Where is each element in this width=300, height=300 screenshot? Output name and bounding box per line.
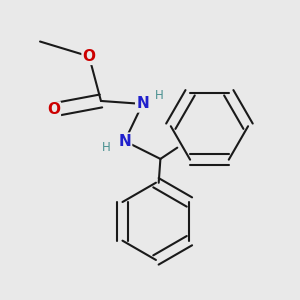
- Text: O: O: [47, 102, 60, 117]
- Text: O: O: [82, 49, 96, 64]
- Text: N: N: [136, 96, 149, 111]
- Text: N: N: [118, 134, 131, 148]
- Text: H: H: [154, 88, 163, 101]
- Text: H: H: [102, 140, 111, 154]
